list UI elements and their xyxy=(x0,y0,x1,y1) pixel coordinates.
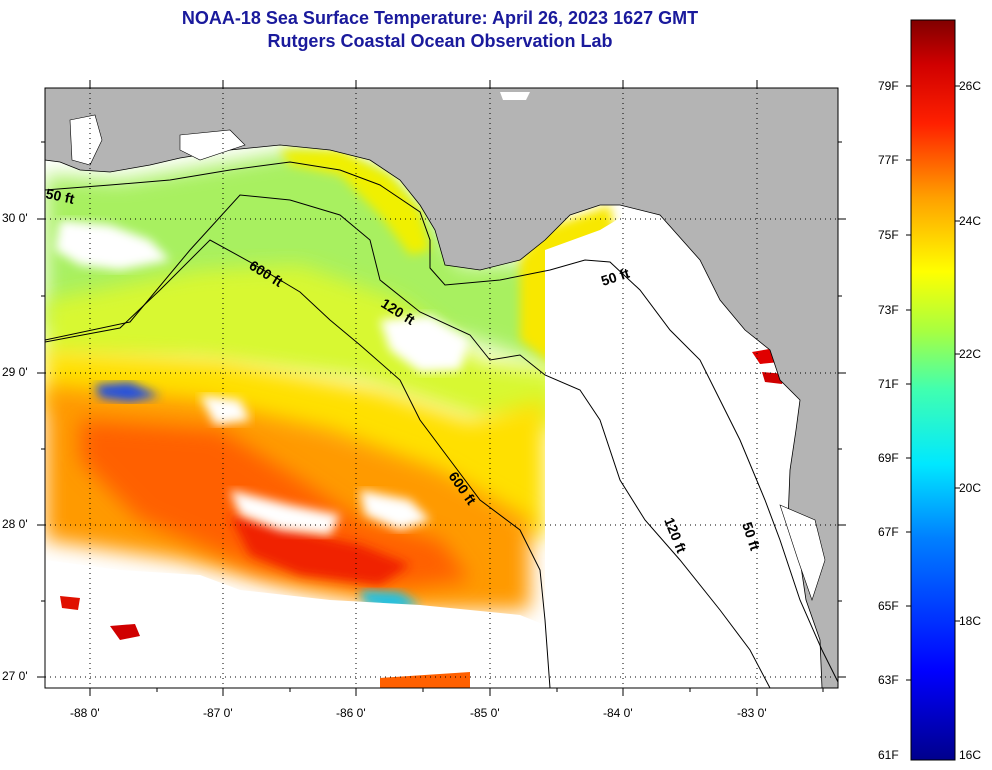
cbar-f-65: 65F xyxy=(878,599,899,613)
contour-50ft xyxy=(45,161,838,683)
cbar-f-67: 67F xyxy=(878,525,899,539)
lat-label-29: 29 0' xyxy=(2,365,28,379)
cbar-c-24: 24C xyxy=(959,214,982,228)
map-subtitle: Rutgers Coastal Ocean Observation Lab xyxy=(267,31,613,51)
lon-label-88: -88 0' xyxy=(70,706,100,720)
cbar-f-79: 79F xyxy=(878,79,899,93)
sst-field xyxy=(45,150,838,688)
contour-120ft xyxy=(45,194,771,688)
contour-600ft xyxy=(45,239,551,688)
cbar-f-73: 73F xyxy=(878,303,899,317)
lon-label-86: -86 0' xyxy=(336,706,366,720)
cbar-f-69: 69F xyxy=(878,451,899,465)
cbar-c-20: 20C xyxy=(959,481,982,495)
lon-label-87: -87 0' xyxy=(203,706,233,720)
bathymetry-contours xyxy=(45,161,838,688)
cbar-f-63: 63F xyxy=(878,673,899,687)
lon-label-85: -85 0' xyxy=(470,706,500,720)
lat-label-30: 30 0' xyxy=(2,211,28,225)
cbar-c-22: 22C xyxy=(959,347,982,361)
lat-label-27: 27 0' xyxy=(2,669,28,683)
cbar-f-77: 77F xyxy=(878,153,899,167)
lon-label-83: -83 0' xyxy=(737,706,767,720)
cbar-c-16: 16C xyxy=(959,748,982,762)
cbar-f-61: 61F xyxy=(878,748,899,762)
contour-label-50ft-west: 50 ft xyxy=(44,185,76,207)
graticule xyxy=(45,88,838,688)
cbar-c-26: 26C xyxy=(959,79,982,93)
axis-ticks xyxy=(37,80,846,696)
lon-label-84: -84 0' xyxy=(603,706,633,720)
cbar-c-18: 18C xyxy=(959,614,982,628)
lat-label-28: 28 0' xyxy=(2,517,28,531)
cbar-f-75: 75F xyxy=(878,228,899,242)
map-title: NOAA-18 Sea Surface Temperature: April 2… xyxy=(181,8,699,28)
colorbar-ticks xyxy=(906,85,960,681)
colorbar xyxy=(910,19,956,761)
cbar-f-71: 71F xyxy=(878,377,899,391)
